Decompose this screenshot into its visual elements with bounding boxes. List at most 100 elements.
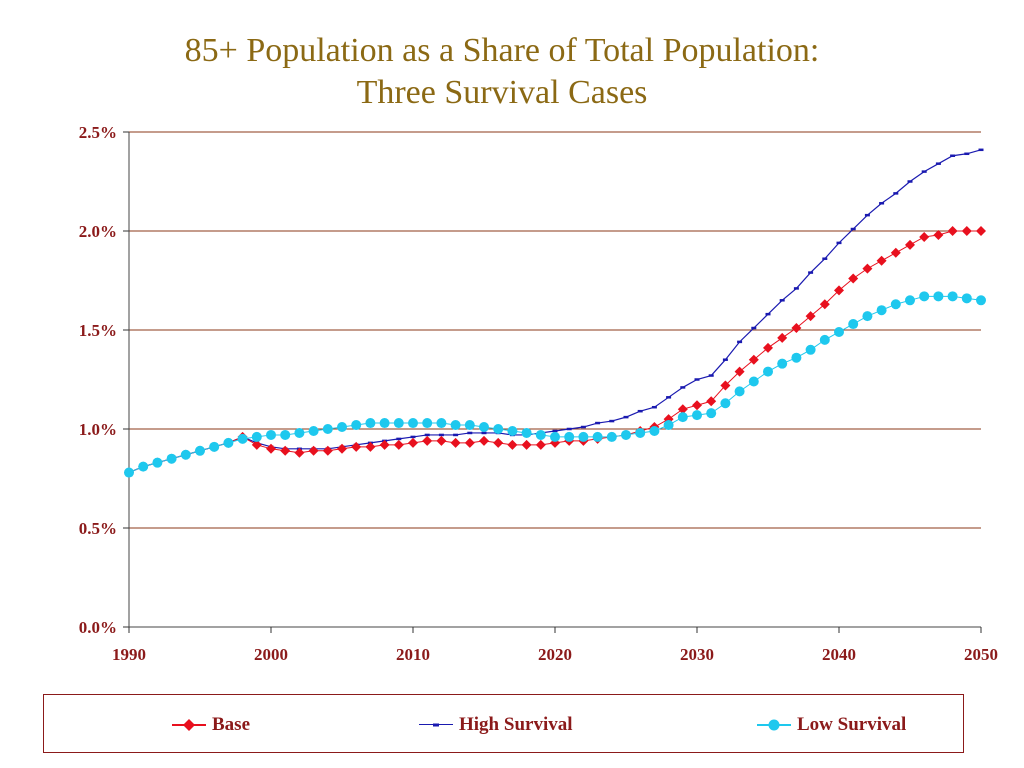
data-point-low-survival [493, 424, 504, 434]
x-tick-label: 2000 [254, 645, 288, 664]
data-point-low-survival [621, 429, 631, 440]
data-point-base [308, 445, 319, 456]
data-point-low-survival [635, 427, 646, 438]
data-point-base [961, 226, 972, 236]
data-point-base [351, 441, 362, 452]
data-point-base [763, 342, 773, 353]
data-point-low-survival [280, 429, 291, 440]
data-point-low-survival [479, 422, 489, 433]
data-point-base [464, 437, 475, 448]
data-point-low-survival [535, 429, 546, 440]
data-point-base [450, 437, 461, 448]
data-point-base [791, 323, 802, 334]
chart-title: 85+ Population as a Share of Total Popul… [0, 30, 1004, 114]
data-point-low-survival [507, 425, 518, 436]
data-point-low-survival [592, 431, 603, 442]
data-point-low-survival [138, 461, 149, 472]
data-point-low-survival [209, 441, 220, 452]
data-point-low-survival [805, 344, 816, 355]
data-point-base [322, 445, 333, 456]
data-point-low-survival [834, 326, 844, 337]
data-point-low-survival [251, 431, 262, 442]
data-point-base [819, 299, 830, 310]
data-point-base [720, 380, 731, 391]
legend-symbol-base [172, 718, 206, 732]
data-point-low-survival [947, 291, 958, 302]
data-point-low-survival [379, 418, 390, 429]
y-tick-label: 2.0% [79, 222, 117, 241]
legend-symbol-low-survival [757, 718, 791, 732]
data-point-low-survival [237, 433, 248, 444]
data-point-low-survival [706, 408, 717, 419]
series-high-survival [126, 148, 984, 474]
data-point-base [862, 263, 873, 274]
data-point-base [947, 226, 958, 236]
x-tick-label: 2020 [538, 645, 572, 664]
data-point-base [479, 435, 489, 446]
data-point-low-survival [564, 431, 575, 442]
data-point-low-survival [677, 412, 688, 423]
data-point-low-survival [337, 422, 347, 433]
data-point-low-survival [819, 334, 830, 345]
chart-title-line-2: Three Survival Cases [356, 74, 648, 111]
y-tick-label: 0.5% [79, 519, 117, 538]
x-tick-label: 2030 [680, 645, 714, 664]
data-point-low-survival [663, 420, 674, 431]
data-point-low-survival [450, 420, 461, 431]
data-point-low-survival [436, 418, 447, 429]
data-point-base [535, 439, 546, 450]
series-line-high-survival [128, 149, 982, 474]
legend-symbol-high-survival [419, 718, 453, 732]
data-point-low-survival [905, 295, 915, 306]
data-point-base [976, 226, 986, 236]
x-tick-label: 1990 [112, 645, 146, 664]
data-point-base [734, 366, 745, 377]
data-point-base [777, 332, 788, 343]
x-tick-label: 2010 [396, 645, 430, 664]
data-point-base [251, 439, 262, 450]
chart-title-line-1: 85+ Population as a Share of Total Popul… [184, 32, 820, 69]
data-point-base [521, 439, 532, 450]
data-point-base [919, 231, 930, 242]
data-point-low-survival [408, 418, 418, 429]
data-point-low-survival [933, 291, 944, 302]
data-point-low-survival [919, 291, 930, 302]
data-point-low-survival [848, 319, 859, 330]
data-point-low-survival [180, 449, 191, 460]
data-point-low-survival [351, 420, 362, 431]
data-point-low-survival [464, 420, 475, 431]
data-point-base [905, 239, 915, 250]
data-point-low-survival [777, 358, 788, 369]
data-point-low-survival [976, 295, 986, 306]
data-point-base [890, 247, 901, 258]
data-point-low-survival [578, 431, 589, 442]
data-point-low-survival [876, 305, 887, 316]
data-point-base [507, 439, 518, 450]
data-point-low-survival [649, 425, 660, 436]
data-point-base [706, 396, 717, 407]
data-point-low-survival [223, 437, 234, 448]
data-point-low-survival [393, 418, 404, 429]
data-point-low-survival [862, 311, 873, 322]
data-point-low-survival [195, 445, 205, 456]
y-tick-label: 2.5% [79, 123, 117, 142]
y-tick-label: 0.0% [79, 618, 117, 637]
data-point-base [422, 435, 433, 446]
data-point-low-survival [266, 429, 276, 440]
gridlines [129, 131, 981, 529]
data-point-base [876, 255, 887, 266]
axes: 0.0% 0.5% 1.0% 1.5% 2.0% 2.5% 1990 2000 2010 2020… [79, 123, 998, 664]
data-point-low-survival [365, 418, 376, 429]
data-point-base [280, 445, 291, 456]
data-point-low-survival [748, 376, 759, 387]
data-point-base [408, 437, 418, 448]
data-point-base [848, 273, 859, 284]
data-point-low-survival [521, 427, 532, 438]
data-point-low-survival [734, 386, 745, 397]
data-point-low-survival [124, 467, 134, 478]
data-point-low-survival [550, 431, 560, 442]
data-point-base [266, 443, 276, 454]
legend-label-high-survival: High Survival [459, 713, 573, 735]
data-point-base [933, 229, 944, 240]
data-point-low-survival [961, 293, 972, 304]
